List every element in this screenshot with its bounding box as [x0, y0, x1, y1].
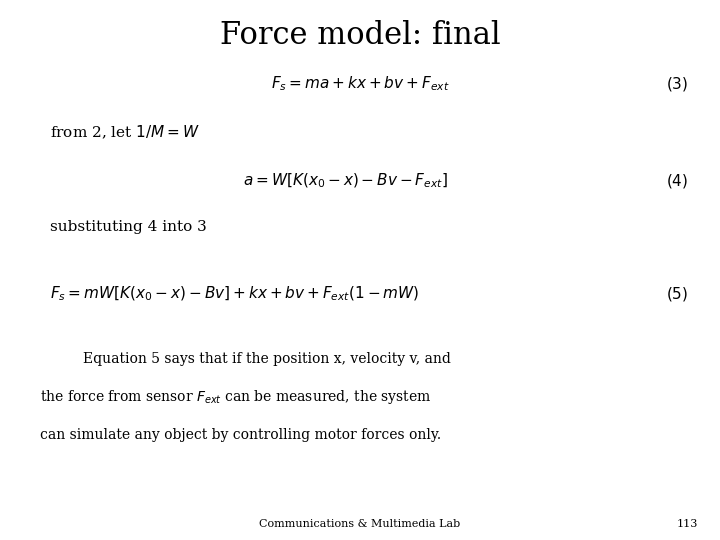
- Text: 113: 113: [677, 519, 698, 529]
- Text: from 2, let $1/M = W$: from 2, let $1/M = W$: [50, 124, 200, 141]
- Text: $F_s = ma + kx + bv + F_{ext}$: $F_s = ma + kx + bv + F_{ext}$: [271, 75, 449, 93]
- Text: Force model: final: Force model: final: [220, 19, 500, 51]
- Text: $F_s = mW[K(x_0-x) - Bv] + kx + bv + F_{ext}(1-mW)$: $F_s = mW[K(x_0-x) - Bv] + kx + bv + F_{…: [50, 285, 420, 303]
- Text: $(3)$: $(3)$: [666, 75, 688, 93]
- Text: can simulate any object by controlling motor forces only.: can simulate any object by controlling m…: [40, 428, 441, 442]
- Text: $(4)$: $(4)$: [666, 172, 688, 190]
- Text: $a = W[K(x_0 - x) - Bv - F_{ext}]$: $a = W[K(x_0 - x) - Bv - F_{ext}]$: [243, 172, 448, 190]
- Text: $(5)$: $(5)$: [666, 285, 688, 303]
- Text: Communications & Multimedia Lab: Communications & Multimedia Lab: [259, 519, 461, 529]
- Text: substituting 4 into 3: substituting 4 into 3: [50, 220, 207, 234]
- Text: Equation 5 says that if the position x, velocity v, and: Equation 5 says that if the position x, …: [83, 352, 451, 366]
- Text: the force from sensor $F_{ext}$ can be measured, the system: the force from sensor $F_{ext}$ can be m…: [40, 388, 431, 406]
